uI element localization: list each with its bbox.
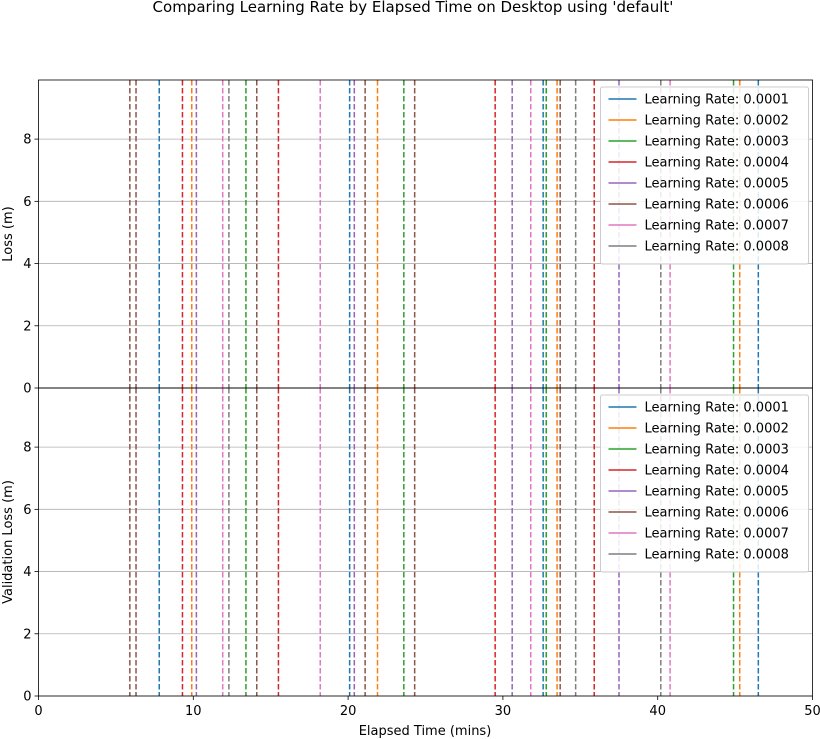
y-tick-label: 0 (23, 690, 31, 705)
subplot-2: 0 2 4 6 8 Validation Loss (m) Learning Rate: 0… (1, 387, 813, 705)
x-tick-label: 30 (495, 704, 512, 719)
legend-label: Learning Rate: 0.0007 (645, 219, 789, 234)
y-axis-label: Validation Loss (m) (1, 480, 16, 604)
x-tick-label: 10 (185, 704, 202, 719)
legend-label: Learning Rate: 0.0001 (645, 93, 789, 108)
legend-label: Learning Rate: 0.0006 (645, 198, 789, 213)
legend-label: Learning Rate: 0.0006 (645, 506, 789, 521)
legend-label: Learning Rate: 0.0002 (645, 422, 789, 437)
y-tick-label: 2 (23, 319, 31, 334)
y-tick-label: 4 (23, 565, 31, 580)
legend-label: Learning Rate: 0.0004 (645, 156, 789, 171)
legend-label: Learning Rate: 0.0003 (645, 443, 789, 458)
y-tick-label: 0 (23, 382, 31, 397)
legend-label: Learning Rate: 0.0004 (645, 464, 789, 479)
x-tick-label: 40 (649, 704, 666, 719)
legend: Learning Rate: 0.0001 Learning Rate: 0.00… (600, 394, 809, 573)
y-tick-label: 6 (23, 503, 31, 518)
legend-label: Learning Rate: 0.0005 (645, 177, 789, 192)
legend-label: Learning Rate: 0.0001 (645, 401, 789, 416)
legend-label: Learning Rate: 0.0005 (645, 485, 789, 500)
legend-label: Learning Rate: 0.0002 (645, 114, 789, 129)
x-tick-label: 50 (804, 704, 820, 719)
legend-label: Learning Rate: 0.0008 (645, 240, 789, 255)
legend: Learning Rate: 0.0001 Learning Rate: 0.00… (600, 86, 809, 265)
y-axis-label: Loss (m) (1, 206, 16, 261)
y-tick-label: 8 (23, 133, 31, 148)
y-tick-label: 2 (23, 627, 31, 642)
y-tick-label: 4 (23, 257, 31, 272)
legend-label: Learning Rate: 0.0003 (645, 135, 789, 150)
axes-frame (38, 387, 813, 697)
x-tick-label: 0 (34, 704, 42, 719)
legend-box (600, 394, 809, 573)
legend-label: Learning Rate: 0.0008 (645, 548, 789, 563)
x-axis-label: Elapsed Time (mins) (359, 724, 492, 739)
y-tick-label: 8 (23, 441, 31, 456)
chart-title: Comparing Learning Rate by Elapsed Time … (153, 0, 674, 16)
legend-label: Learning Rate: 0.0007 (645, 527, 789, 542)
y-tick-label: 6 (23, 195, 31, 210)
x-tick-label: 20 (340, 704, 357, 719)
legend-box (600, 86, 809, 265)
